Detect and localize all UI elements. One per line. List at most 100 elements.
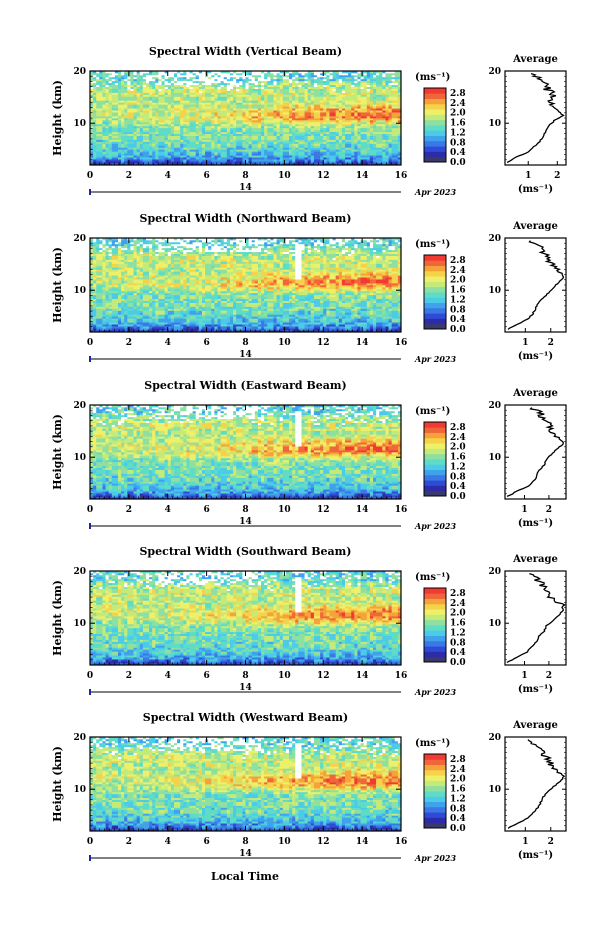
heatmap-cell bbox=[180, 108, 184, 111]
colorbar-swatch bbox=[424, 135, 446, 142]
heatmap-cell bbox=[136, 106, 141, 109]
heatmap-cell bbox=[177, 100, 181, 103]
x-tick-label: 14 bbox=[356, 171, 369, 181]
heatmap-cell bbox=[220, 92, 225, 95]
heatmap-cell bbox=[161, 159, 165, 162]
heatmap-cell bbox=[211, 80, 215, 84]
heatmap-cell bbox=[136, 102, 141, 105]
heatmap-cell bbox=[139, 76, 144, 80]
heatmap-cell bbox=[96, 80, 100, 84]
heatmap-cell bbox=[139, 147, 144, 150]
heatmap-cell bbox=[189, 104, 193, 107]
heatmap-cell bbox=[139, 121, 144, 125]
heatmap-cell bbox=[142, 96, 147, 99]
heatmap-cell bbox=[142, 118, 147, 121]
heatmap-cell bbox=[155, 125, 159, 129]
heatmap-cell bbox=[93, 151, 97, 154]
heatmap-cell bbox=[127, 110, 131, 113]
heatmap-cell bbox=[183, 145, 187, 148]
heatmap-cell bbox=[217, 106, 221, 109]
heatmap-cell bbox=[114, 116, 119, 119]
heatmap-cell bbox=[149, 94, 153, 97]
heatmap-cell bbox=[145, 88, 150, 91]
heatmap-cell bbox=[189, 114, 193, 117]
heatmap-cell bbox=[96, 118, 100, 121]
heatmap-cell bbox=[155, 114, 159, 117]
heatmap-cell bbox=[214, 121, 218, 125]
heatmap-cell bbox=[173, 112, 178, 115]
heatmap-cell bbox=[102, 104, 106, 107]
heatmap-cell bbox=[192, 147, 197, 150]
heatmap-cell bbox=[226, 71, 231, 74]
heatmap-cell bbox=[149, 135, 153, 138]
heatmap-cell bbox=[158, 78, 162, 82]
heatmap-cell bbox=[117, 119, 122, 123]
heatmap-cell bbox=[124, 102, 128, 105]
heatmap-cell bbox=[186, 118, 190, 121]
heatmap-cell bbox=[102, 159, 106, 162]
heatmap-cell bbox=[114, 135, 119, 138]
heatmap-cell bbox=[211, 149, 215, 152]
heatmap-cell bbox=[195, 153, 200, 156]
heatmap-cell bbox=[121, 100, 125, 103]
heatmap-cell bbox=[114, 149, 119, 152]
heatmap-cell bbox=[192, 163, 197, 166]
heatmap-cell bbox=[167, 125, 172, 129]
heatmap-cell bbox=[214, 127, 218, 131]
heatmap-cell bbox=[189, 139, 193, 142]
heatmap-cell bbox=[124, 147, 128, 150]
heatmap-cell bbox=[117, 110, 122, 113]
heatmap-cell bbox=[192, 94, 197, 97]
heatmap-cell bbox=[198, 129, 203, 133]
heatmap-cell bbox=[136, 74, 141, 78]
heatmap-cell bbox=[220, 82, 225, 86]
heatmap-cell bbox=[114, 71, 119, 74]
heatmap-cell bbox=[195, 116, 200, 119]
heatmap-cell bbox=[127, 78, 131, 82]
heatmap-cell bbox=[108, 100, 113, 103]
heatmap-cell bbox=[108, 133, 113, 136]
heatmap-cell bbox=[229, 135, 234, 138]
heatmap-cell bbox=[164, 118, 169, 121]
heatmap-cell bbox=[155, 157, 159, 160]
heatmap-cell bbox=[173, 141, 178, 144]
heatmap-cell bbox=[99, 119, 103, 123]
heatmap-cell bbox=[155, 147, 159, 150]
heatmap-cell bbox=[117, 84, 122, 88]
heatmap-cell bbox=[205, 90, 209, 93]
heatmap-cell bbox=[133, 149, 137, 152]
heatmap-cell bbox=[114, 96, 119, 99]
heatmap-cell bbox=[192, 82, 197, 86]
heatmap-cell bbox=[164, 151, 169, 154]
heatmap-cell bbox=[124, 161, 128, 164]
heatmap-cell bbox=[152, 129, 156, 133]
heatmap-cell bbox=[111, 100, 116, 103]
heatmap-cell bbox=[158, 72, 162, 76]
heatmap-cell bbox=[90, 151, 94, 154]
heatmap-cell bbox=[108, 139, 113, 142]
heatmap-cell bbox=[214, 118, 218, 121]
heatmap-cell bbox=[183, 90, 187, 93]
heatmap-cell bbox=[136, 133, 141, 136]
heatmap-cell bbox=[114, 147, 119, 150]
heatmap-cell bbox=[102, 127, 106, 131]
heatmap-cell bbox=[102, 125, 106, 129]
heatmap-cell bbox=[177, 155, 181, 158]
heatmap-cell bbox=[180, 133, 184, 136]
heatmap-cell bbox=[117, 149, 122, 152]
heatmap-cell bbox=[124, 151, 128, 154]
heatmap-cell bbox=[170, 141, 175, 144]
heatmap-cell bbox=[201, 90, 206, 93]
heatmap-cell bbox=[173, 92, 178, 95]
heatmap-cell bbox=[136, 125, 141, 129]
heatmap-cell bbox=[149, 100, 153, 103]
heatmap-cell bbox=[90, 92, 94, 95]
heatmap-cell bbox=[93, 110, 97, 113]
heatmap-cell bbox=[183, 100, 187, 103]
heatmap-cell bbox=[93, 153, 97, 156]
heatmap-cell bbox=[96, 102, 100, 105]
heatmap-cell bbox=[124, 104, 128, 107]
heatmap-cell bbox=[158, 135, 162, 138]
heatmap-cell bbox=[127, 145, 131, 148]
heatmap-cell bbox=[214, 110, 218, 113]
